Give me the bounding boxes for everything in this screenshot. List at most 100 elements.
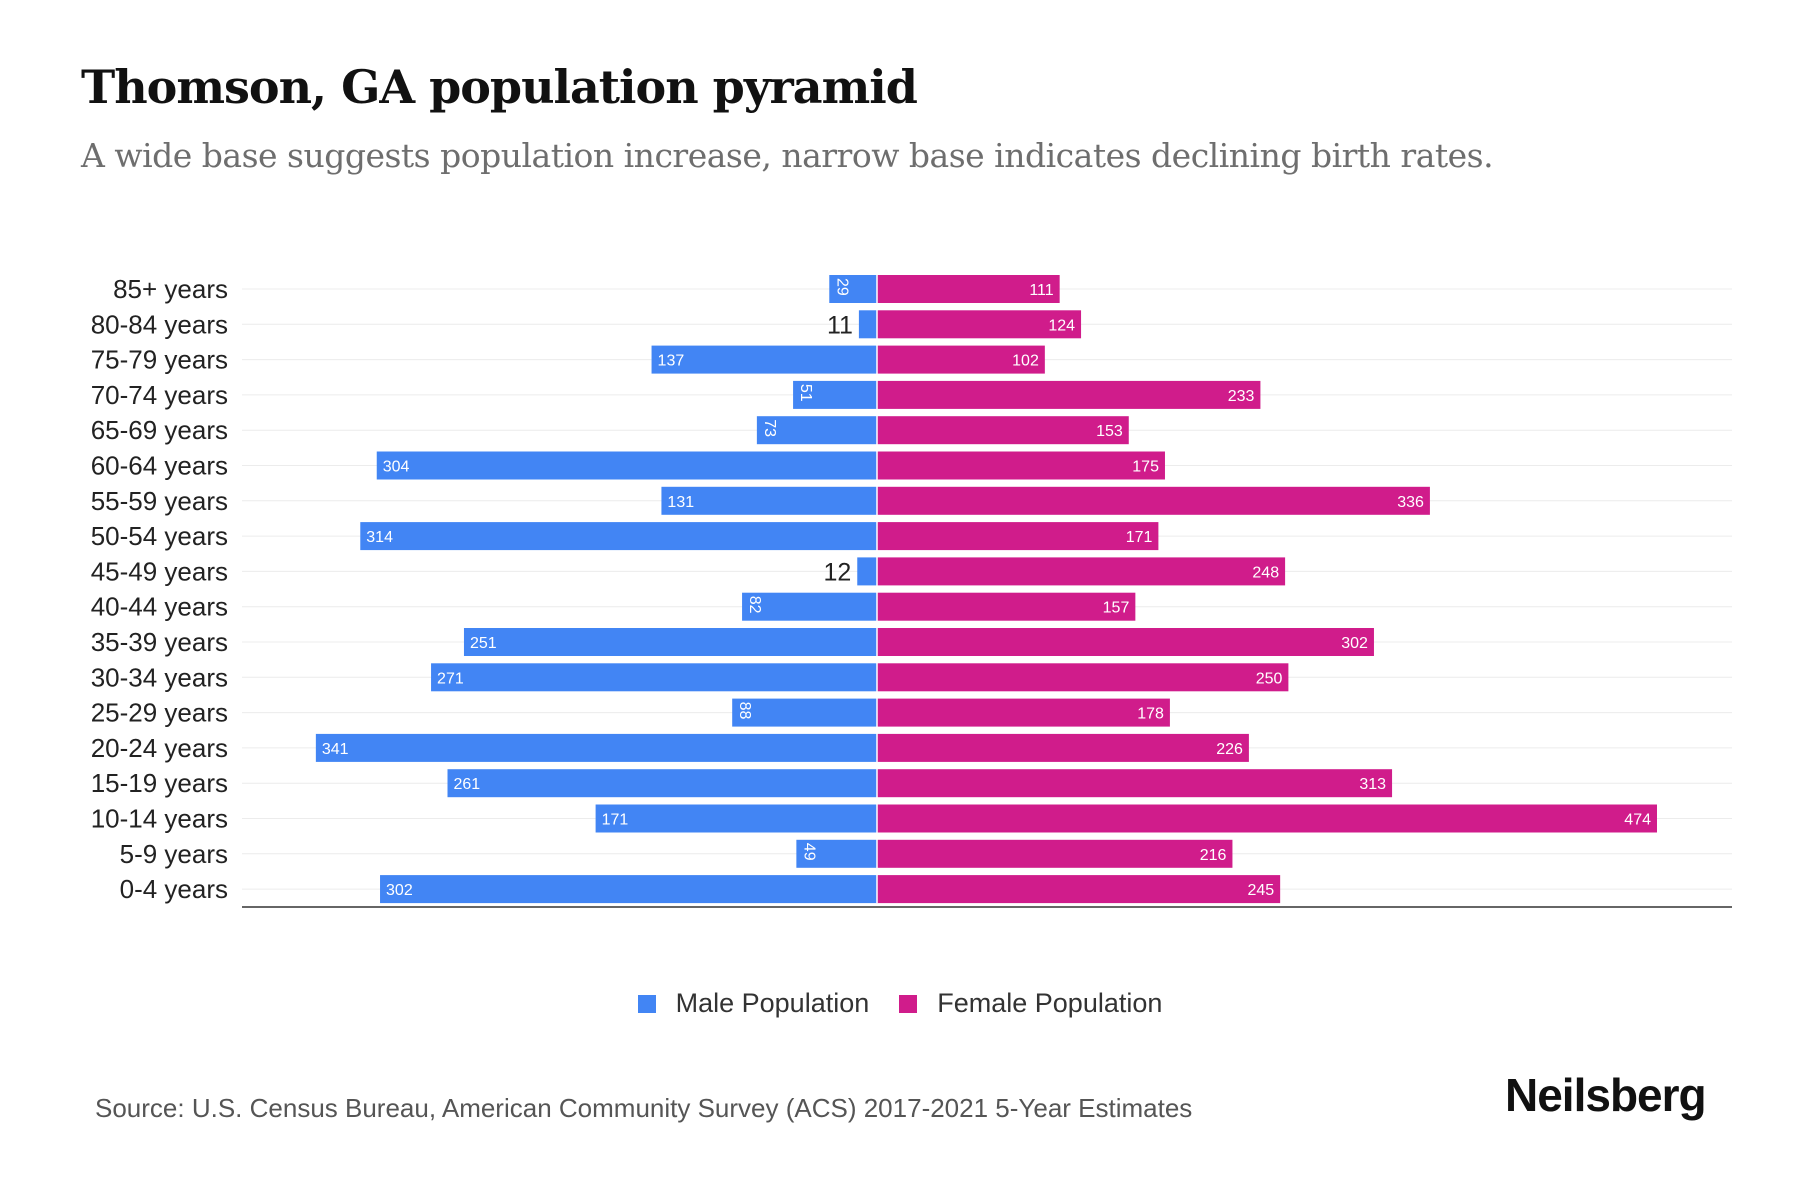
female-bar — [877, 310, 1082, 339]
female-swatch — [899, 994, 918, 1013]
category-label: 85+ years — [113, 274, 228, 304]
male-bar — [742, 592, 877, 621]
male-value-label: 302 — [386, 882, 413, 899]
male-bar — [431, 663, 877, 692]
source-note: Source: U.S. Census Bureau, American Com… — [95, 1093, 1193, 1123]
female-bar — [877, 804, 1657, 833]
female-bar — [877, 769, 1393, 798]
category-label: 50-54 years — [91, 521, 228, 551]
pyramid-chart: 85+ years 29 111 80-84 years 11 124 75-79 year… — [91, 274, 1732, 908]
male-bar — [595, 804, 877, 833]
chart-title: Thomson, GA population pyramid — [81, 60, 918, 114]
female-bar — [877, 733, 1249, 762]
female-value-label: 250 — [1256, 670, 1283, 687]
male-bar — [661, 486, 877, 515]
category-label: 55-59 years — [91, 486, 228, 516]
female-bar — [877, 451, 1165, 480]
female-value-label: 153 — [1096, 423, 1123, 440]
male-value-label: 73 — [761, 419, 778, 437]
female-bar — [877, 663, 1289, 692]
category-label: 70-74 years — [91, 380, 228, 410]
male-bar — [796, 839, 877, 868]
male-bar — [360, 522, 877, 551]
category-label: 0-4 years — [120, 874, 228, 904]
female-value-label: 157 — [1103, 600, 1130, 617]
male-value-label: 82 — [746, 596, 763, 614]
female-bar — [877, 486, 1430, 515]
male-bar — [376, 451, 877, 480]
male-swatch — [637, 994, 656, 1013]
female-value-label: 226 — [1216, 741, 1243, 758]
male-value-label: 11 — [827, 311, 853, 339]
male-value-label: 29 — [833, 278, 850, 296]
male-value-label: 51 — [797, 384, 814, 402]
female-value-label: 102 — [1012, 353, 1039, 370]
legend-label-male: Male Population — [675, 988, 870, 1018]
category-label: 25-29 years — [91, 698, 228, 728]
female-value-label: 233 — [1228, 388, 1255, 405]
female-value-label: 216 — [1200, 847, 1227, 864]
neilsberg-logo: Neilsberg — [1505, 1069, 1707, 1121]
male-bar — [858, 310, 877, 339]
female-bar — [877, 698, 1170, 727]
legend-item-female[interactable]: Female Population — [899, 988, 1162, 1019]
male-bar — [380, 875, 877, 904]
female-bar — [877, 522, 1159, 551]
female-bar — [877, 839, 1233, 868]
male-value-label: 261 — [454, 776, 481, 793]
female-value-label: 302 — [1341, 635, 1368, 652]
male-value-label: 341 — [322, 741, 349, 758]
category-label: 65-69 years — [91, 415, 228, 445]
category-label: 15-19 years — [91, 768, 228, 798]
male-value-label: 49 — [800, 843, 817, 861]
legend-item-male[interactable]: Male Population — [637, 988, 870, 1019]
category-label: 10-14 years — [91, 804, 228, 834]
female-value-label: 178 — [1137, 706, 1164, 723]
female-value-label: 124 — [1048, 317, 1075, 334]
male-value-label: 12 — [823, 558, 851, 586]
legend: Male Population Female Population — [0, 988, 1800, 1019]
male-bar — [756, 416, 877, 445]
category-label: 80-84 years — [91, 309, 228, 339]
male-bar — [857, 557, 877, 586]
female-value-label: 474 — [1624, 812, 1651, 829]
female-bar — [877, 557, 1286, 586]
male-value-label: 314 — [366, 529, 393, 546]
female-bar — [877, 275, 1060, 303]
category-label: 20-24 years — [91, 733, 228, 763]
male-bar — [447, 769, 877, 798]
female-value-label: 175 — [1132, 459, 1159, 476]
female-value-label: 336 — [1397, 494, 1424, 511]
category-label: 45-49 years — [91, 556, 228, 586]
chart-subtitle: A wide base suggests population increase… — [81, 136, 1494, 175]
male-value-label: 131 — [667, 494, 694, 511]
female-bar — [877, 416, 1129, 445]
female-bar — [877, 345, 1045, 374]
female-value-label: 111 — [1029, 282, 1053, 299]
category-label: 60-64 years — [91, 451, 228, 481]
female-bar — [877, 875, 1281, 904]
male-value-label: 88 — [736, 702, 753, 720]
category-label: 40-44 years — [91, 592, 228, 622]
male-value-label: 271 — [437, 670, 464, 687]
male-bar — [829, 275, 877, 303]
male-value-label: 137 — [658, 353, 685, 370]
female-value-label: 313 — [1359, 776, 1386, 793]
category-label: 5-9 years — [120, 839, 228, 869]
male-value-label: 251 — [470, 635, 497, 652]
male-bar — [793, 380, 877, 409]
category-label: 35-39 years — [91, 627, 228, 657]
male-bar — [732, 698, 877, 727]
female-value-label: 245 — [1247, 882, 1274, 899]
category-label: 75-79 years — [91, 345, 228, 375]
female-value-label: 248 — [1252, 564, 1279, 581]
female-bar — [877, 628, 1374, 656]
female-bar — [877, 592, 1136, 621]
male-bar — [651, 345, 877, 374]
female-bar — [877, 380, 1261, 409]
male-bar — [315, 733, 878, 762]
male-value-label: 304 — [383, 459, 410, 476]
male-value-label: 171 — [602, 812, 629, 829]
female-value-label: 171 — [1126, 529, 1153, 546]
category-label: 30-34 years — [91, 662, 228, 692]
